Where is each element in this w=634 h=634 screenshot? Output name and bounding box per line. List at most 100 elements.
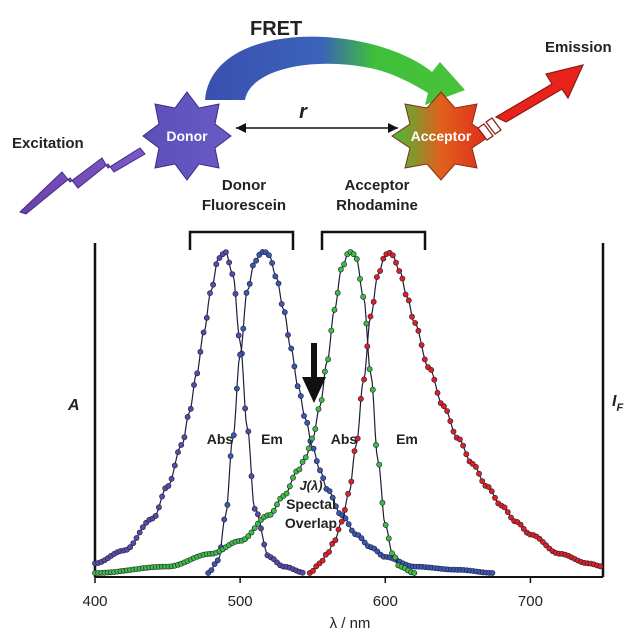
series-point xyxy=(319,557,326,564)
x-tick-label: 700 xyxy=(518,593,543,610)
series-point xyxy=(517,521,524,528)
series-point xyxy=(155,504,162,511)
excitation-label: Excitation xyxy=(12,135,84,152)
series-point xyxy=(415,327,422,334)
series-point xyxy=(476,470,482,477)
series-point xyxy=(270,507,277,514)
series-point xyxy=(181,434,188,441)
series-point xyxy=(299,569,306,576)
series-point xyxy=(299,458,306,465)
series-point xyxy=(501,504,508,511)
series-point xyxy=(389,252,396,259)
series-donor-fluorescein-abs xyxy=(92,249,306,576)
series-point xyxy=(310,567,316,574)
series-point xyxy=(291,363,298,370)
right-axis-label: I xyxy=(612,393,617,410)
series-point xyxy=(221,516,228,523)
series-point xyxy=(334,289,341,296)
series-point xyxy=(178,442,185,448)
emission-label: Emission xyxy=(545,39,612,56)
series-point xyxy=(402,291,409,298)
series-point xyxy=(379,499,386,506)
series-point xyxy=(353,256,360,262)
series-point xyxy=(332,537,339,544)
series-point xyxy=(203,314,210,321)
series-point xyxy=(249,262,256,269)
series-point xyxy=(361,376,367,383)
series-point xyxy=(261,541,268,548)
series-point xyxy=(331,306,338,313)
series-point xyxy=(399,275,406,282)
series-point xyxy=(508,514,514,521)
series-point xyxy=(335,526,342,533)
fret-transfer-arrow xyxy=(205,36,465,106)
series-point xyxy=(290,474,296,481)
series-point xyxy=(409,313,415,320)
series-point xyxy=(253,257,259,264)
series-point xyxy=(304,419,311,426)
series-point xyxy=(269,260,275,266)
series-point xyxy=(281,309,288,316)
series-point xyxy=(171,462,178,469)
series-point xyxy=(338,518,345,525)
series-point xyxy=(165,483,172,489)
series-point xyxy=(275,280,282,287)
emission-arrow-icon xyxy=(477,64,585,141)
series-point xyxy=(325,356,331,363)
series-point xyxy=(363,320,370,327)
series-point xyxy=(351,448,358,454)
series-point xyxy=(479,478,486,484)
distance-arrowhead-left-icon xyxy=(236,123,246,133)
series-point xyxy=(345,490,351,497)
series-point xyxy=(361,539,368,546)
series-point xyxy=(364,343,371,350)
series-line xyxy=(309,251,604,574)
series-point xyxy=(267,511,274,518)
series-point xyxy=(230,432,237,439)
x-axis-label: λ / nm xyxy=(330,615,371,632)
series-point xyxy=(285,332,291,338)
series-point xyxy=(431,376,438,383)
series-point xyxy=(258,525,264,532)
series-point xyxy=(175,449,181,456)
series-point xyxy=(434,389,441,396)
series-point xyxy=(472,463,479,470)
series-point xyxy=(227,453,234,459)
series-point xyxy=(450,428,457,435)
series-point xyxy=(504,509,511,515)
acceptor-em-label: Em xyxy=(396,431,418,447)
series-point xyxy=(229,271,236,277)
series-point xyxy=(237,351,243,358)
series-point xyxy=(286,483,293,490)
series-point xyxy=(360,293,367,300)
series-point xyxy=(485,484,492,490)
series-point xyxy=(302,454,309,461)
series-point xyxy=(251,525,258,531)
series-point xyxy=(168,475,175,482)
series-point xyxy=(460,442,466,449)
series-point xyxy=(187,405,194,412)
distance-label: r xyxy=(299,101,308,123)
series-point xyxy=(208,567,215,573)
series-point xyxy=(127,544,134,551)
series-point xyxy=(385,535,392,542)
acceptor-label: Acceptor xyxy=(411,128,472,144)
overlap-down-arrow-icon xyxy=(302,343,326,403)
series-point xyxy=(329,494,336,501)
series-point xyxy=(350,251,357,258)
series-point xyxy=(191,382,197,388)
series-point xyxy=(393,259,399,266)
series-point xyxy=(444,408,450,414)
series-point xyxy=(294,383,301,390)
series-point xyxy=(242,405,248,412)
x-axis-ticks: 400 500 600 700 xyxy=(82,577,543,610)
series-donor-fluorescein-em xyxy=(205,249,496,576)
series-point xyxy=(520,526,527,532)
series-point xyxy=(130,540,137,546)
series-point xyxy=(373,274,380,280)
series-point xyxy=(315,406,322,412)
series-point xyxy=(396,268,403,274)
series-point xyxy=(376,461,383,468)
series-point xyxy=(248,473,255,480)
